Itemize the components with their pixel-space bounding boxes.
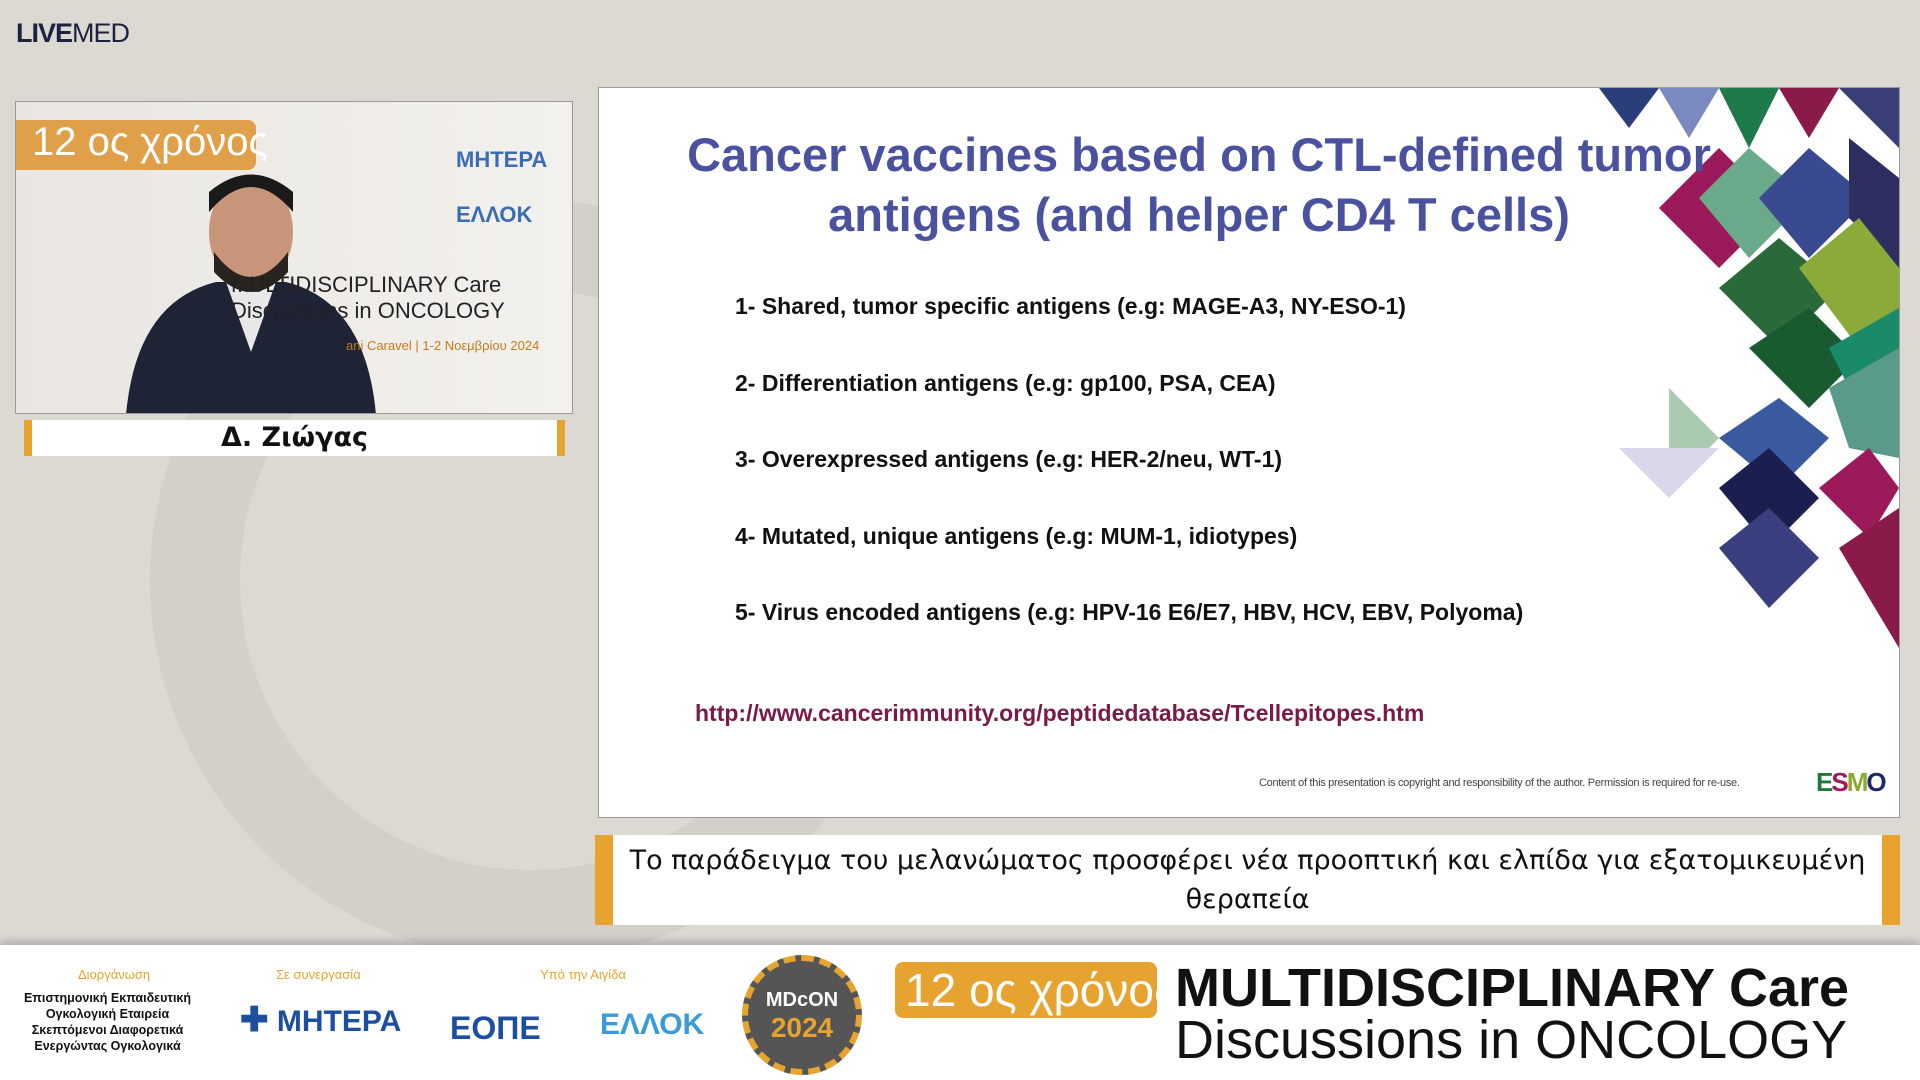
bullet-5: 5- Virus encoded antigens (e.g: HPV-16 E… [735, 599, 1524, 625]
mdcon-logo: MDcON 2024 [742, 955, 862, 1075]
subtitle-caption: Το παράδειγμα του μελανώματος προσφέρει … [595, 835, 1900, 925]
bullet-4: 4- Mutated, unique antigens (e.g: MUM-1,… [735, 523, 1298, 549]
video-date-text: ani Caravel | 1-2 Νοεμβρίου 2024 [346, 338, 540, 353]
eope-logo: ΕΟΠΕ [450, 1010, 541, 1046]
ellok-logo: ΕΛΛΟΚ [600, 1008, 705, 1041]
label-organization: Διοργάνωση [78, 967, 151, 982]
speaker-video: 12 ος χρόνος ΜΗΤΕΡΑ ΕΛΛΟΚ MULTIDISCIPLINA… [15, 101, 573, 414]
bullet-3: 3- Overexpressed antigens (e.g: HER-2/ne… [735, 446, 1283, 472]
organizer-text: Επιστημονική Εκπαιδευτική Ογκολογική Εται… [23, 991, 192, 1053]
speaker-name-bar: Δ. Ζιώγας [24, 420, 565, 456]
bullet-1: 1- Shared, tumor specific antigens (e.g:… [735, 293, 1406, 319]
sponsor-footer: Διοργάνωση Σε συνεργασία Υπό την Αιγίδα … [0, 945, 1920, 1080]
label-auspices: Υπό την Αιγίδα [540, 967, 626, 982]
slide-title: Cancer vaccines based on CTL-defined tum… [687, 128, 1711, 241]
livemed-logo: LIVEMED [16, 18, 130, 48]
years-badge: 12 ος χρόνος [895, 962, 1157, 1018]
video-sponsor-logos: ΜΗΤΕΡΑ ΕΛΛΟΚ [456, 147, 548, 227]
geometric-decoration [1599, 88, 1899, 648]
bullet-2: 2- Differentiation antigens (e.g: gp100,… [735, 370, 1276, 396]
esmo-logo: ESMO [1816, 767, 1887, 797]
presentation-slide: Cancer vaccines based on CTL-defined tum… [598, 87, 1900, 818]
reference-link[interactable]: http://www.cancerimmunity.org/peptidedat… [695, 700, 1425, 726]
copyright-notice: Content of this presentation is copyrigh… [1259, 777, 1740, 789]
video-years-badge: 12 ος χρόνος [16, 120, 268, 170]
video-event-text: MULTIDISCIPLINARY Care Discussions in ON… [231, 272, 505, 323]
label-collaboration: Σε συνεργασία [276, 967, 361, 982]
mitera-logo: ✚ ΜΗΤΕΡΑ [240, 1001, 402, 1039]
speaker-figure [126, 174, 376, 413]
event-title-line2: Discussions in ONCOLOGY [1175, 1010, 1848, 1070]
event-title-line1: MULTIDISCIPLINARY Care [1175, 958, 1850, 1018]
